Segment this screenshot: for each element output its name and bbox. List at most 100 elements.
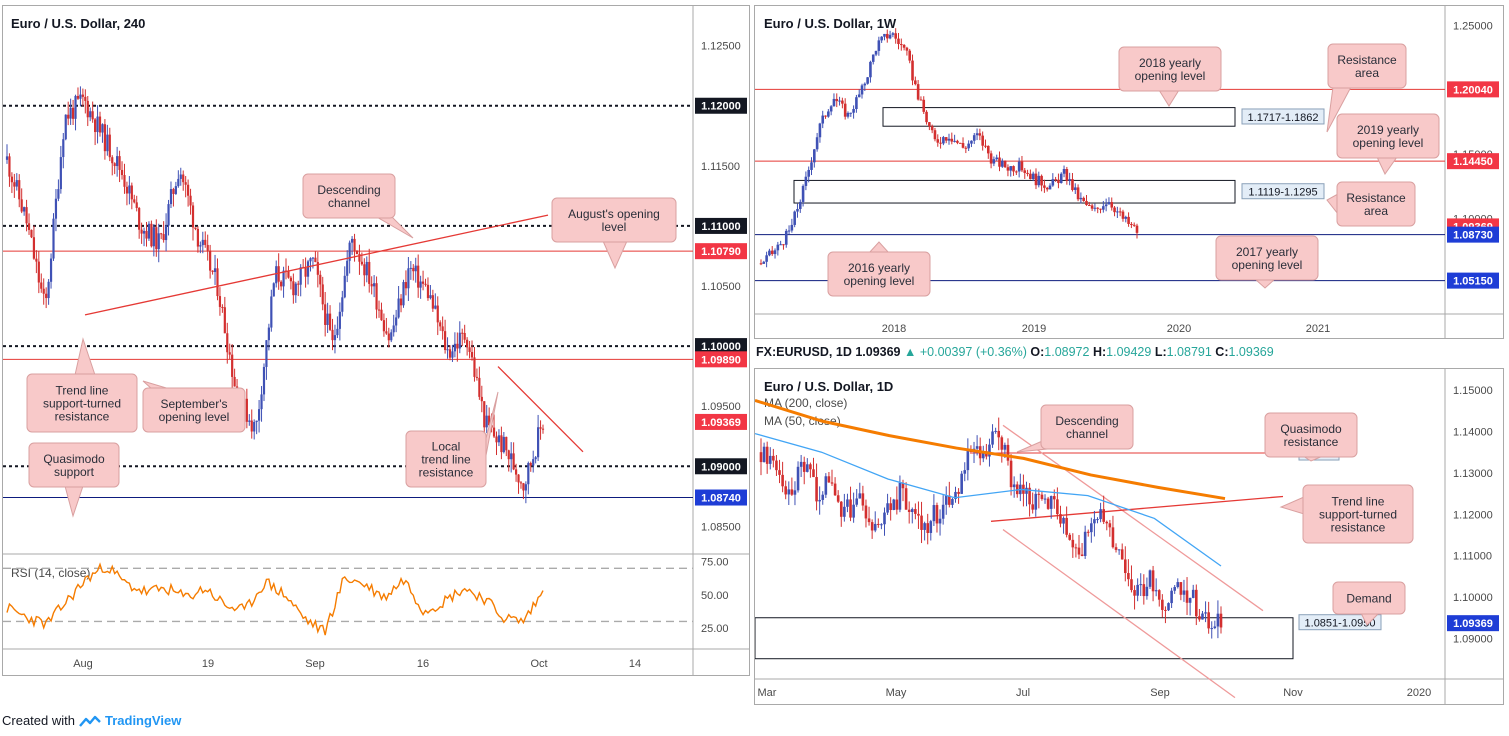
tradingview-brand-link[interactable]: TradingView bbox=[104, 713, 182, 728]
candle-body bbox=[1034, 493, 1038, 510]
candle-body bbox=[69, 107, 72, 119]
candle-body bbox=[189, 195, 192, 206]
x-tick-label: May bbox=[886, 687, 907, 699]
candle-body bbox=[984, 145, 987, 147]
candle-body bbox=[1065, 517, 1068, 535]
candle-body bbox=[380, 309, 383, 321]
callout-box bbox=[1327, 43, 1407, 89]
candle-body bbox=[390, 332, 393, 341]
h4-chart-panel[interactable]: Euro / U.S. Dollar, 240 1.12500 1.11500 1.… bbox=[2, 5, 750, 676]
price-tag-label: 1.08730 bbox=[1453, 230, 1493, 242]
candle-body bbox=[796, 466, 800, 491]
candle-body bbox=[187, 184, 190, 196]
candle-body bbox=[1031, 173, 1035, 180]
candle-body bbox=[539, 427, 542, 429]
candle-body bbox=[456, 343, 459, 349]
w1-chart-canvas[interactable]: 1.250001.150001.100001.1717-1.18621.1119… bbox=[755, 6, 1503, 338]
x-tick-label: 2018 bbox=[882, 323, 906, 335]
candle-body bbox=[1167, 603, 1170, 611]
candle-body bbox=[1124, 216, 1128, 219]
candle-body bbox=[370, 283, 373, 287]
candle-body bbox=[451, 351, 454, 358]
callout-pointer bbox=[373, 215, 414, 239]
candle-body bbox=[1080, 554, 1084, 556]
candle-body bbox=[967, 143, 970, 149]
price-tag bbox=[1447, 81, 1499, 98]
callout-line: opening level bbox=[1232, 258, 1303, 272]
candle-body bbox=[1207, 612, 1210, 629]
candle-body bbox=[956, 140, 959, 143]
candle-body bbox=[799, 461, 803, 467]
candle-body bbox=[59, 157, 62, 190]
callout-pointer bbox=[74, 337, 96, 376]
footer: Created with TradingView bbox=[2, 713, 181, 728]
callout-line: resistance bbox=[1331, 521, 1386, 535]
candle-body bbox=[916, 84, 920, 100]
callout-line: Quasimodo bbox=[1280, 422, 1342, 436]
rsi-tick-label: 50.00 bbox=[701, 590, 729, 602]
candle-body bbox=[1139, 584, 1143, 586]
callout-line: Resistance bbox=[1337, 53, 1397, 67]
candle-body bbox=[821, 494, 825, 500]
candle-body bbox=[436, 305, 439, 323]
candle-body bbox=[917, 513, 920, 516]
candle-body bbox=[309, 258, 312, 262]
h4-chart-canvas[interactable]: 1.12500 1.11500 1.10500 1.09500 1.08500 1.120… bbox=[3, 6, 749, 675]
d1-chart-panel[interactable]: Euro / U.S. Dollar, 1D MA (200, close) MA… bbox=[754, 368, 1504, 705]
zone-label: 1.1717-1.1862 bbox=[1248, 112, 1319, 124]
candle-body bbox=[30, 229, 33, 238]
callout-box bbox=[142, 387, 246, 433]
y-tick-label: 1.09500 bbox=[701, 401, 741, 413]
candle-body bbox=[67, 114, 70, 119]
candle-body bbox=[1065, 169, 1069, 181]
callout-text: 2019 yearly opening level bbox=[1353, 123, 1424, 150]
callout-line: opening level bbox=[1135, 69, 1206, 83]
candle-body bbox=[944, 137, 948, 141]
candle-body bbox=[199, 245, 202, 247]
callout-line: Resistance bbox=[1346, 191, 1406, 205]
candle-body bbox=[1170, 590, 1173, 604]
candle-body bbox=[768, 250, 771, 256]
x-tick-label: Jul bbox=[1016, 687, 1030, 699]
ma50-label: MA (50, close) bbox=[764, 414, 841, 428]
candle-body bbox=[45, 293, 48, 299]
candle-body bbox=[375, 283, 378, 310]
candle-body bbox=[314, 257, 317, 263]
candle-body bbox=[42, 288, 45, 294]
candle-body bbox=[970, 140, 973, 144]
w1-chart-panel[interactable]: Euro / U.S. Dollar, 1W 1.250001.150001.1… bbox=[754, 5, 1504, 339]
candle-body bbox=[350, 238, 354, 243]
candle-body bbox=[1015, 171, 1018, 173]
callout-line: Descending bbox=[317, 183, 380, 197]
candle-body bbox=[1213, 626, 1217, 629]
candle-body bbox=[966, 449, 970, 471]
candle-body bbox=[79, 94, 82, 99]
price-tag bbox=[1447, 272, 1499, 289]
x-tick-label: Sep bbox=[305, 658, 325, 670]
candle-body bbox=[468, 347, 471, 353]
candle-body bbox=[957, 491, 960, 494]
candle-body bbox=[402, 282, 405, 306]
candle-body bbox=[947, 138, 951, 141]
callout-text: 2017 yearly opening level bbox=[1232, 245, 1303, 272]
candle-body bbox=[62, 139, 65, 158]
candle-body bbox=[358, 254, 361, 262]
price-tag bbox=[695, 413, 747, 430]
candle-body bbox=[184, 182, 187, 185]
candle-body bbox=[319, 274, 322, 285]
d1-chart-canvas[interactable]: MA (200, close) MA (50, close) 1.15000 1.14… bbox=[755, 369, 1503, 704]
candle-body bbox=[101, 124, 104, 133]
candle-body bbox=[18, 180, 21, 200]
candle-body bbox=[827, 476, 831, 483]
candle-body bbox=[1157, 590, 1161, 600]
candle-body bbox=[867, 518, 871, 523]
candle-body bbox=[1087, 205, 1091, 207]
candle-body bbox=[257, 409, 261, 421]
candle-body bbox=[142, 230, 146, 234]
callout-box bbox=[1264, 412, 1358, 458]
candle-body bbox=[935, 505, 939, 524]
candle-body bbox=[904, 488, 908, 510]
candle-body bbox=[948, 495, 951, 505]
price-tag-label: 1.10000 bbox=[701, 341, 741, 353]
candle-body bbox=[832, 98, 836, 107]
